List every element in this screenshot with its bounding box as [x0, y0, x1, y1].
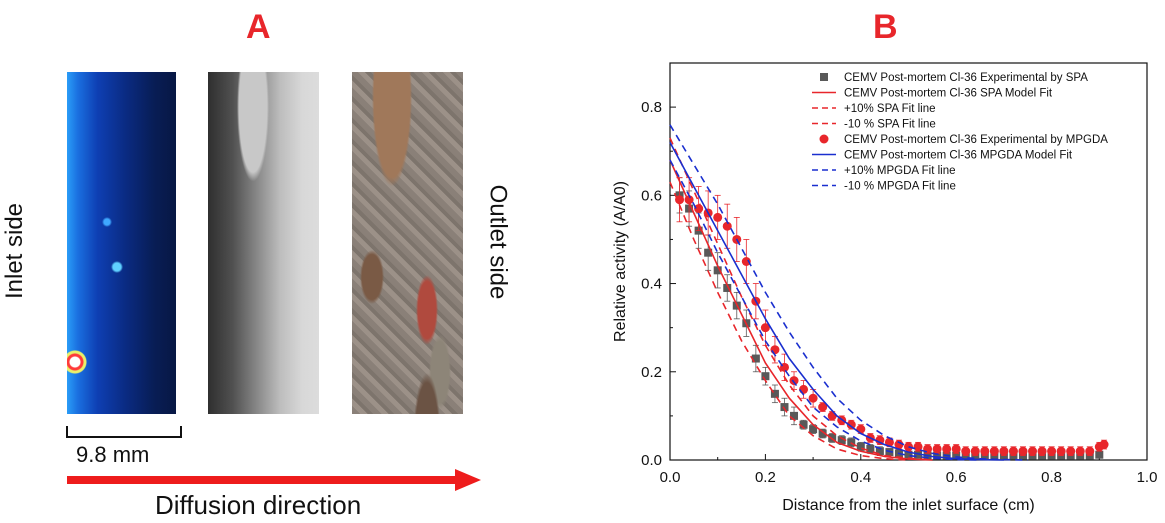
activity-profile-chart: 0.0 0.2 0.4 0.6 0.8 1.0 0.0 0.2 0.4 0.6 0.8 Distanc…: [612, 62, 1158, 514]
mpgda-data-point: [694, 204, 704, 214]
series-line-1: [669, 159, 933, 461]
y-tick-label: 0.0: [641, 452, 662, 469]
mpgda-data-point: [1047, 446, 1057, 456]
mpgda-data-point: [1066, 446, 1076, 456]
spa-data-point: [952, 451, 961, 460]
x-tick-label: 0.2: [755, 469, 776, 486]
legend-entry: CEMV Post-mortem Cl-36 Experimental by M…: [844, 134, 1108, 146]
x-tick-label: 1.0: [1137, 469, 1158, 486]
spa-data-point: [914, 450, 923, 459]
outlet-side-label: Outlet side: [484, 184, 512, 300]
spa-data-point: [866, 444, 875, 453]
panel-a-letter: A: [246, 8, 271, 46]
spa-data-point: [933, 451, 942, 460]
mpgda-data-point: [1028, 446, 1038, 456]
diffusion-arrow-head: [455, 469, 481, 491]
mpgda-data-point: [999, 446, 1009, 456]
mpgda-data-point: [1037, 446, 1047, 456]
diffusion-direction-label: Diffusion direction: [155, 490, 362, 520]
mpgda-data-point: [684, 195, 694, 205]
legend-circle-marker: [819, 134, 829, 144]
mpgda-data-point: [675, 195, 685, 205]
y-axis-label: Relative activity (A/A0): [612, 181, 629, 342]
spa-data-point: [723, 283, 732, 292]
mpgda-data-point: [1056, 446, 1066, 456]
spa-data-point: [704, 248, 713, 257]
mpgda-data-point: [875, 435, 885, 445]
spa-data-point: [875, 447, 884, 456]
mpgda-data-point: [913, 442, 923, 452]
y-tick-label: 0.6: [641, 187, 662, 204]
scale-bar-label: 9.8 mm: [76, 442, 150, 467]
panel-b-letter: B: [873, 8, 898, 46]
spa-data-point: [751, 354, 760, 363]
concrete-photo-image: [352, 72, 463, 414]
mpgda-data-point: [846, 420, 856, 430]
mpgda-data-point: [856, 424, 866, 434]
spa-data-point: [780, 403, 789, 412]
legend-entry: -10 % SPA Fit line: [844, 119, 936, 131]
spa-data-point: [799, 420, 808, 429]
x-axis-label: Distance from the inlet surface (cm): [782, 497, 1035, 514]
mpgda-data-point: [1099, 440, 1109, 450]
mpgda-data-point: [970, 446, 980, 456]
mpgda-data-point: [942, 444, 952, 454]
mpgda-data-point: [1085, 446, 1095, 456]
mpgda-data-point: [989, 446, 999, 456]
spa-data-point: [904, 450, 913, 459]
x-tick-label: 0.4: [850, 469, 871, 486]
legend-entry: CEMV Post-mortem Cl-36 MPGDA Model Fit: [844, 150, 1073, 162]
mpgda-data-point: [818, 402, 828, 412]
spa-data-point: [1095, 450, 1104, 459]
legend-square-marker: [820, 73, 828, 81]
mpgda-data-point: [1008, 446, 1018, 456]
spa-data-point: [818, 429, 827, 438]
mpgda-data-point: [808, 393, 818, 403]
mpgda-data-point: [904, 442, 913, 452]
mpgda-data-point: [760, 323, 770, 333]
x-tick-label: 0.0: [660, 469, 681, 486]
series-line-6: [669, 124, 1028, 461]
mpgda-data-point: [951, 444, 961, 454]
spa-data-point: [790, 411, 799, 420]
series-line-5: [669, 142, 1004, 461]
autoradiography-image: [67, 72, 176, 414]
inlet-side-label: Inlet side: [1, 202, 29, 300]
diffusion-arrow: [67, 476, 457, 484]
mpgda-data-point: [1018, 446, 1028, 456]
spa-data-point: [770, 389, 779, 398]
legend-entry: -10 % MPGDA Fit line: [844, 181, 956, 193]
legend-entry: CEMV Post-mortem Cl-36 SPA Model Fit: [844, 88, 1053, 100]
series-line-3: [669, 181, 909, 461]
spa-data-point: [837, 436, 846, 445]
spa-data-point: [713, 266, 722, 275]
legend-entry: CEMV Post-mortem Cl-36 Experimental by S…: [844, 72, 1088, 84]
mpgda-data-point: [932, 444, 942, 454]
scale-bar: [66, 426, 182, 438]
mpgda-data-point: [1075, 446, 1085, 456]
mpgda-data-point: [827, 411, 837, 421]
grayscale-image: [208, 72, 319, 414]
y-tick-label: 0.2: [641, 364, 662, 381]
y-tick-label: 0.4: [641, 276, 662, 293]
series-line-2: [669, 137, 933, 461]
mpgda-data-point: [770, 345, 780, 355]
mpgda-data-point: [923, 444, 933, 454]
spa-data-point: [761, 372, 770, 381]
y-tick-label: 0.8: [641, 99, 662, 116]
mpgda-data-point: [789, 376, 799, 386]
mpgda-data-point: [894, 440, 904, 450]
x-tick-label: 0.6: [946, 469, 967, 486]
mpgda-data-point: [741, 257, 751, 266]
series-line-7: [669, 159, 981, 461]
mpgda-data-point: [722, 221, 732, 231]
mpgda-data-point: [713, 212, 723, 222]
x-tick-label: 0.8: [1041, 469, 1062, 486]
spa-data-point: [809, 425, 818, 434]
mpgda-data-point: [980, 446, 990, 456]
legend-entry: +10% SPA Fit line: [844, 103, 936, 115]
spa-data-point: [856, 442, 865, 451]
legend-entry: +10% MPGDA Fit line: [844, 165, 956, 177]
mpgda-data-point: [961, 446, 971, 456]
